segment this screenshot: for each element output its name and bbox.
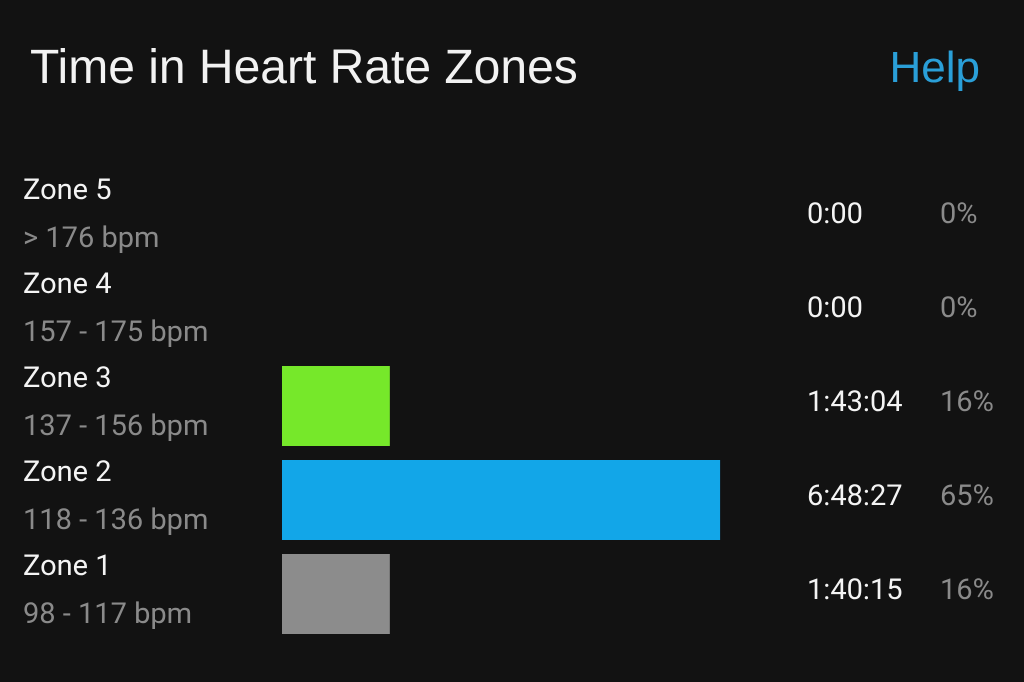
zone-range: 118 - 136 bpm — [23, 503, 209, 537]
zone-percent: 16% — [940, 573, 994, 607]
zone-time: 1:40:15 — [807, 573, 903, 607]
zone-name: Zone 1 — [23, 549, 112, 583]
zone-name: Zone 5 — [23, 173, 112, 207]
zone-percent: 0% — [940, 291, 978, 325]
zone-bar — [282, 460, 721, 540]
zone-time: 0:00 — [807, 197, 863, 231]
zone-bar — [282, 554, 390, 634]
zone-time: 0:00 — [807, 291, 863, 325]
zone-bar — [282, 366, 390, 446]
zone-range: > 176 bpm — [23, 221, 160, 255]
zone-range: 157 - 175 bpm — [23, 315, 209, 349]
zone-time: 6:48:27 — [807, 479, 903, 513]
zone-range: 98 - 117 bpm — [23, 597, 193, 631]
zone-name: Zone 2 — [23, 455, 112, 489]
zone-range: 137 - 156 bpm — [23, 409, 209, 443]
zone-name: Zone 3 — [23, 361, 112, 395]
title: Time in Heart Rate Zones — [30, 41, 578, 94]
zone-percent: 65% — [940, 479, 994, 513]
zone-percent: 0% — [940, 197, 978, 231]
zone-name: Zone 4 — [23, 267, 112, 301]
help-link[interactable]: Help — [889, 43, 981, 92]
zone-time: 1:43:04 — [807, 385, 903, 419]
zone-percent: 16% — [940, 385, 994, 419]
